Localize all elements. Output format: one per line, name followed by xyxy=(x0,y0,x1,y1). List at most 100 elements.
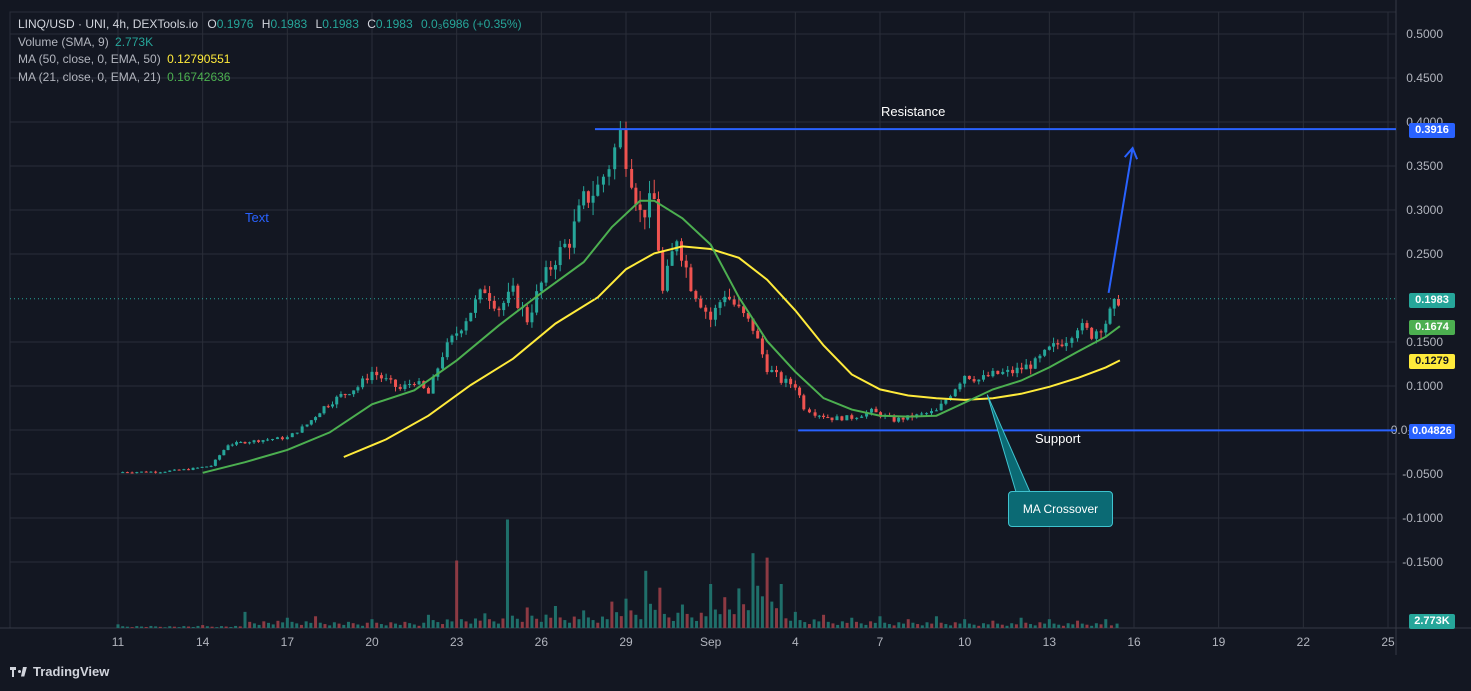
volume-bar xyxy=(756,585,760,628)
candle-body xyxy=(630,168,634,188)
volume-bar xyxy=(718,614,722,628)
candle-body xyxy=(958,383,962,390)
candle-body xyxy=(379,375,383,379)
high-value: 0.1983 xyxy=(270,17,308,31)
candle-body xyxy=(1116,298,1120,306)
volume-bar xyxy=(318,622,322,628)
resistance-label[interactable]: Resistance xyxy=(881,104,946,119)
legend-ma21-row[interactable]: MA (21, close, 0, EMA, 21) 0.16742636 xyxy=(18,69,522,87)
candle-body xyxy=(939,403,943,411)
volume-bar xyxy=(450,621,454,628)
legend-ma50-row[interactable]: MA (50, close, 0, EMA, 50) 0.12790551 xyxy=(18,51,522,69)
low-label: L xyxy=(315,17,323,31)
volume-bar xyxy=(441,624,445,628)
legend-volume-row[interactable]: Volume (SMA, 9) 2.773K xyxy=(18,34,522,52)
candle-body xyxy=(901,417,905,420)
volume-bar xyxy=(634,614,638,628)
volume-bar xyxy=(276,620,280,628)
volume-badge: 2.773K xyxy=(1409,614,1455,629)
volume-bar xyxy=(234,625,238,628)
candle-body xyxy=(638,204,642,210)
volume-bar xyxy=(1029,624,1033,628)
candle-body xyxy=(756,330,760,339)
candle-body xyxy=(275,437,279,440)
ma-crossover-callout[interactable]: MA Crossover xyxy=(1008,491,1113,527)
last-price-badge: 0.1983 xyxy=(1409,293,1455,308)
candle-body xyxy=(1108,308,1112,324)
ma50-line xyxy=(343,245,1121,458)
volume-bar xyxy=(949,625,953,628)
candle-body xyxy=(290,433,294,438)
volume-bar xyxy=(459,619,463,628)
candle-body xyxy=(525,307,529,323)
volume-bar xyxy=(116,624,120,628)
candle-body xyxy=(591,195,595,203)
volume-bar xyxy=(455,560,459,628)
candle-body xyxy=(577,205,581,222)
volume-bar xyxy=(1104,619,1108,628)
candle-body xyxy=(680,241,684,261)
candle-body xyxy=(426,388,430,394)
candle-body xyxy=(1064,342,1068,347)
candle-body xyxy=(450,335,454,343)
candle-body xyxy=(613,147,617,170)
volume-bar xyxy=(836,624,840,628)
candle-body xyxy=(187,469,191,471)
volume-bar xyxy=(667,617,671,628)
candle-body xyxy=(535,291,539,313)
volume-bar xyxy=(864,624,868,628)
volume-bar xyxy=(1094,623,1098,628)
candle-body xyxy=(553,265,557,270)
volume-bar xyxy=(205,626,209,628)
candle-body xyxy=(144,471,148,473)
volume-bar xyxy=(520,621,524,628)
candle-body xyxy=(723,296,727,303)
open-label: O xyxy=(207,17,217,31)
candle-body xyxy=(652,193,656,200)
volume-bar xyxy=(807,624,811,628)
candle-body xyxy=(445,342,449,358)
candle-body xyxy=(670,251,674,266)
candle-body xyxy=(1020,367,1024,370)
volume-bar xyxy=(680,604,684,628)
volume-bar xyxy=(1005,625,1009,628)
candle-body xyxy=(1112,298,1116,309)
candle-body xyxy=(343,394,347,396)
candle-body xyxy=(704,307,708,312)
candle-body xyxy=(1090,327,1094,339)
candle-body xyxy=(330,404,334,407)
volume-bar xyxy=(793,611,797,628)
volume-bar xyxy=(356,624,360,628)
volume-bar xyxy=(845,622,849,628)
y-tick-label: 0.3500 xyxy=(1406,159,1443,173)
volume-bar xyxy=(558,617,562,628)
candle-body xyxy=(822,415,826,418)
tradingview-logo[interactable]: TradingView xyxy=(10,664,109,679)
volume-bar xyxy=(911,622,915,628)
volume-bar xyxy=(314,616,318,628)
projection-arrow-shaft xyxy=(1107,147,1134,294)
volume-bar xyxy=(464,621,468,628)
candle-body xyxy=(322,406,326,414)
volume-bar xyxy=(727,609,731,628)
candle-body xyxy=(568,243,572,248)
symbol-title[interactable]: LINQ/USD · UNI, 4h, DEXTools.io xyxy=(18,17,199,31)
volume-bar xyxy=(384,625,388,628)
volume-bar xyxy=(568,622,572,628)
candle-body xyxy=(314,417,318,421)
candle-body xyxy=(953,389,957,397)
candle-body xyxy=(1085,323,1089,328)
candle-body xyxy=(1029,364,1033,369)
tradingview-brand: TradingView xyxy=(33,664,110,679)
free-text-annotation[interactable]: Text xyxy=(245,210,269,225)
volume-bar xyxy=(389,622,393,628)
volume-bar xyxy=(619,616,623,628)
x-tick-label: 7 xyxy=(877,635,884,649)
candle-body xyxy=(648,193,652,218)
volume-bar xyxy=(168,626,172,628)
candle-body xyxy=(326,406,330,408)
candle-body xyxy=(483,289,487,294)
support-label[interactable]: Support xyxy=(1035,431,1081,446)
volume-bar xyxy=(492,621,496,628)
